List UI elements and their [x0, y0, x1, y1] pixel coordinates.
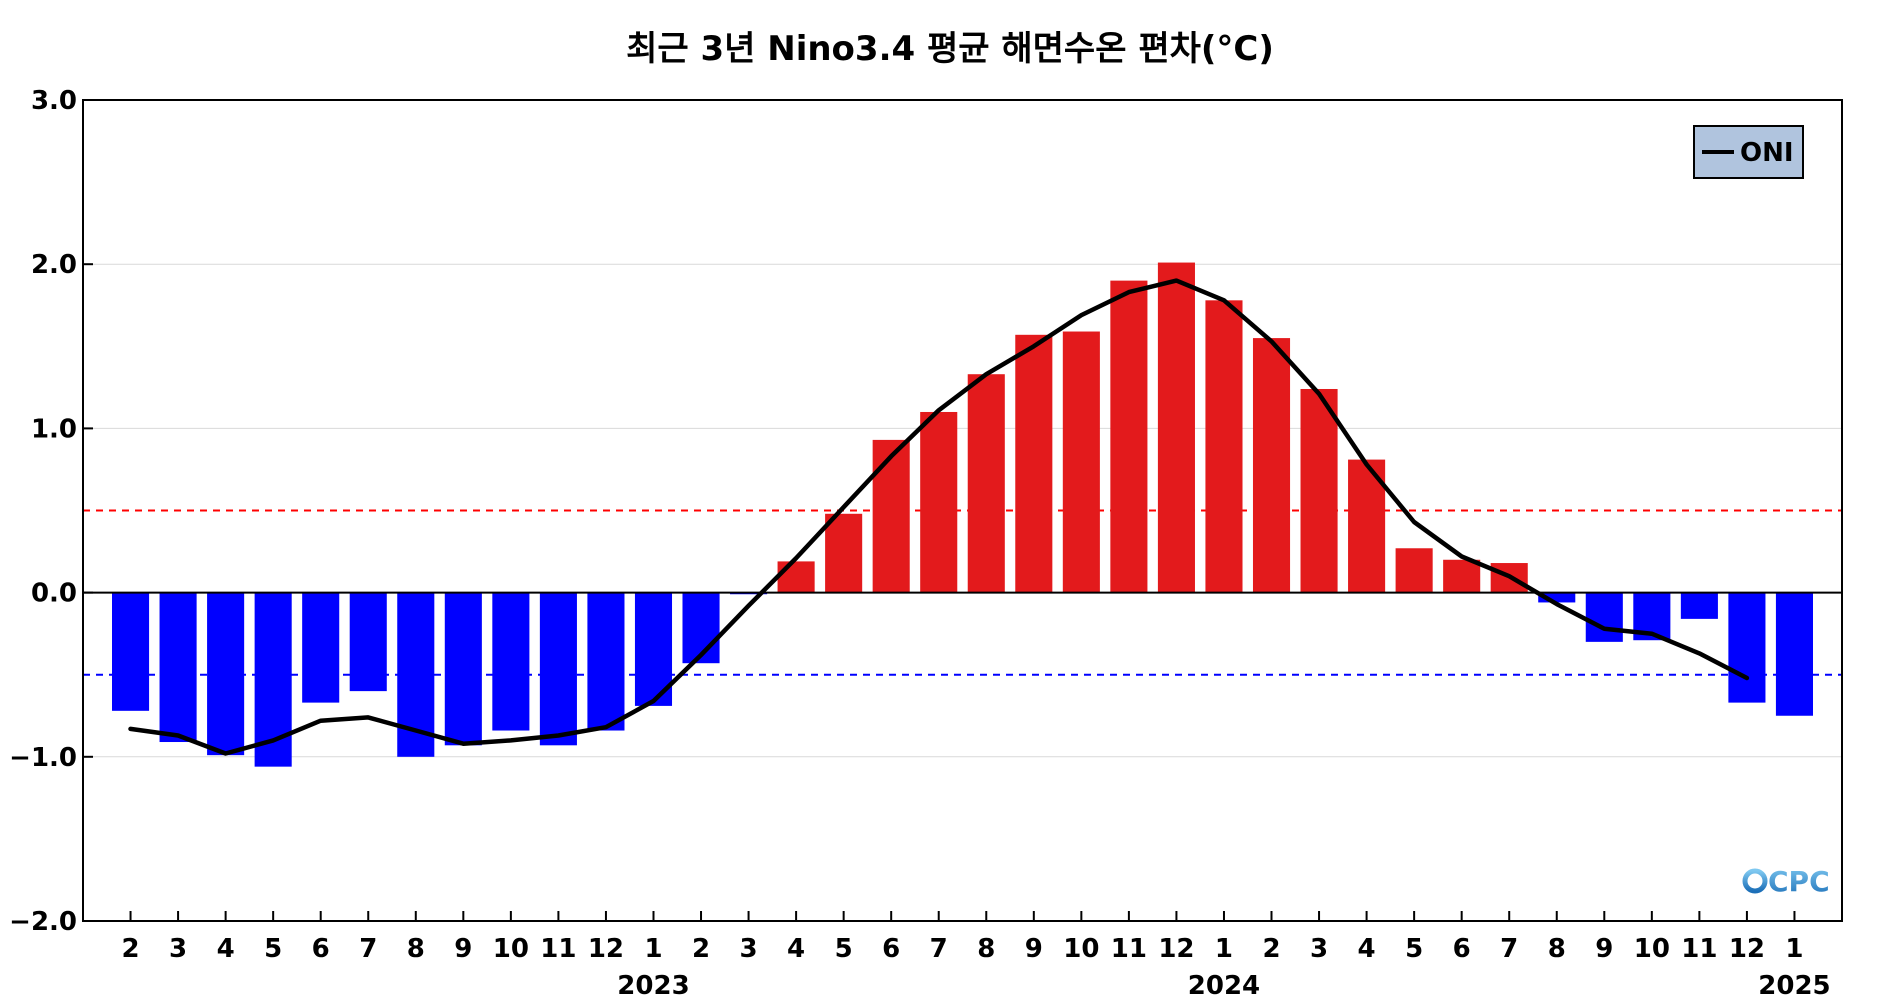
x-year-label: 2023 — [617, 971, 689, 1000]
bar — [1300, 388, 1338, 593]
x-tick-label: 2 — [121, 934, 139, 964]
bar — [1680, 592, 1718, 619]
x-tick-label: 12 — [1158, 934, 1194, 964]
bar — [159, 592, 197, 743]
plot-frame — [82, 99, 1843, 922]
bar — [302, 592, 340, 703]
x-tick-label: 4 — [1358, 934, 1376, 964]
y-tick-label: −2.0 — [9, 907, 77, 937]
x-tick-label: 3 — [1310, 934, 1328, 964]
x-tick-label: 2 — [1262, 934, 1280, 964]
x-tick-label: 1 — [1785, 934, 1803, 964]
y-tick-label: 0.0 — [31, 579, 77, 609]
y-tick-label: 2.0 — [31, 250, 77, 280]
bar — [920, 411, 958, 593]
bar — [207, 592, 245, 756]
x-tick-label: 9 — [1595, 934, 1613, 964]
x-tick-label: 6 — [882, 934, 900, 964]
x-tick-label: 12 — [1729, 934, 1765, 964]
x-tick-label: 10 — [1063, 934, 1099, 964]
y-axis: −2.0 −1.0 0.0 1.0 2.0 3.0 — [9, 86, 93, 937]
x-tick-label: 11 — [540, 934, 576, 964]
bar — [1728, 592, 1766, 703]
x-tick-label: 2 — [692, 934, 710, 964]
x-tick-label: 4 — [217, 934, 235, 964]
bar — [777, 561, 815, 593]
bar — [539, 592, 577, 746]
bar — [1538, 592, 1576, 603]
x-tick-label: 3 — [169, 934, 187, 964]
x-tick-label: 4 — [787, 934, 805, 964]
x-tick-label: 8 — [977, 934, 995, 964]
x-year-label: 2025 — [1758, 971, 1830, 1000]
x-tick-label: 5 — [835, 934, 853, 964]
x-tick-label: 5 — [1405, 934, 1423, 964]
x-tick-label: 9 — [454, 934, 472, 964]
x-tick-label: 8 — [1548, 934, 1566, 964]
cpc-logo-text: CPC — [1768, 865, 1830, 898]
x-tick-label: 9 — [1025, 934, 1043, 964]
x-tick-label: 1 — [644, 934, 662, 964]
bar — [872, 439, 910, 593]
x-tick-label: 8 — [407, 934, 425, 964]
bar — [444, 592, 482, 746]
x-tick-label: 5 — [264, 934, 282, 964]
grid-lines — [83, 263, 1842, 758]
x-tick-label: 12 — [588, 934, 624, 964]
bar — [1157, 262, 1195, 593]
bar — [111, 592, 150, 711]
x-tick-label: 11 — [1681, 934, 1717, 964]
x-tick-label: 7 — [359, 934, 377, 964]
bar — [1395, 548, 1433, 593]
chart-title: 최근 3년 Nino3.4 평균 해면수온 편차(°C) — [626, 29, 1274, 69]
oni-line-series — [128, 278, 1750, 756]
x-tick-label: 3 — [740, 934, 758, 964]
x-axis: 2 3 4 5 6 7 8 9 10 11 12 1 2 3 4 5 6 7 8 9 10 11 12 1 2 3 4 5 6 7 8 9 10… — [121, 911, 1831, 1000]
legend: ONI — [1693, 125, 1804, 179]
bar — [1252, 338, 1291, 593]
x-tick-label: 10 — [1634, 934, 1670, 964]
bar — [1015, 334, 1053, 593]
x-tick-label: 6 — [1453, 934, 1471, 964]
x-tick-label: 11 — [1111, 934, 1147, 964]
cpc-logo-globe — [1742, 868, 1768, 894]
x-tick-label: 6 — [312, 934, 330, 964]
bar — [825, 513, 863, 593]
legend-label-oni: ONI — [1740, 138, 1794, 168]
x-tick-label: 7 — [930, 934, 948, 964]
bar — [1062, 331, 1100, 593]
x-year-label: 2024 — [1188, 971, 1260, 1000]
y-tick-label: −1.0 — [9, 743, 77, 773]
bar — [1775, 592, 1814, 716]
x-tick-label: 10 — [493, 934, 529, 964]
bar-series — [111, 262, 1814, 767]
bar — [587, 592, 625, 731]
y-tick-label: 3.0 — [31, 86, 77, 116]
bar — [492, 592, 530, 731]
oni-line — [128, 278, 1750, 756]
bar — [1585, 592, 1623, 642]
bar — [967, 374, 1005, 593]
bar — [349, 592, 387, 692]
x-tick-label: 7 — [1500, 934, 1518, 964]
bar — [682, 592, 720, 664]
bar — [1205, 300, 1243, 593]
y-tick-label: 1.0 — [31, 414, 77, 444]
x-tick-label: 1 — [1215, 934, 1233, 964]
bar — [1443, 559, 1481, 593]
bar — [1110, 280, 1148, 593]
cpc-logo: CPC — [1742, 865, 1830, 898]
